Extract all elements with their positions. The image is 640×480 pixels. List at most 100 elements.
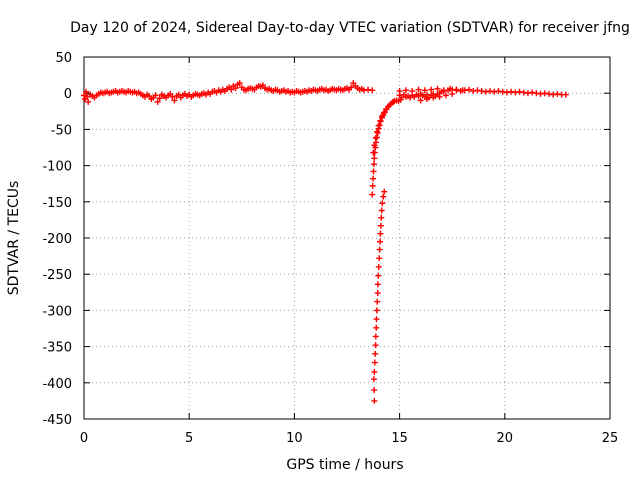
data-point <box>236 80 243 87</box>
data-point <box>421 87 428 94</box>
data-point <box>372 350 379 357</box>
data-point <box>369 191 376 198</box>
data-point <box>503 89 510 96</box>
data-point <box>375 263 382 270</box>
data-point <box>154 98 161 105</box>
data-point <box>376 255 383 262</box>
tick-labels: 0 5 10 15 20 25 50 0 -50 -100 -150 -200 -250 -300 -350… <box>42 51 618 446</box>
data-point <box>524 90 531 97</box>
data-point <box>545 90 552 97</box>
data-point <box>360 87 367 94</box>
data-point <box>371 368 378 375</box>
y-tick-label: -200 <box>42 232 72 247</box>
data-point <box>380 193 387 200</box>
data-point <box>461 87 468 94</box>
data-point <box>379 200 386 207</box>
y-tick-label: -350 <box>42 341 72 356</box>
data-point <box>417 97 424 104</box>
data-point <box>415 86 422 93</box>
y-tick-label: -50 <box>51 123 72 138</box>
data-point <box>428 86 435 93</box>
data-point <box>541 90 548 97</box>
data-point <box>370 376 377 383</box>
data-point <box>375 122 382 129</box>
data-point <box>449 86 456 93</box>
chart-title: Day 120 of 2024, Sidereal Day-to-day VTE… <box>70 20 630 36</box>
data-point <box>495 88 502 95</box>
data-point <box>409 88 416 95</box>
data-point <box>482 88 489 95</box>
data-point <box>374 128 381 135</box>
data-point <box>371 142 378 149</box>
data-point <box>390 98 397 105</box>
data-point <box>371 387 378 394</box>
data-point <box>81 92 87 99</box>
data-point <box>457 88 464 95</box>
data-point <box>373 134 380 141</box>
data-point <box>84 93 91 100</box>
data-point <box>376 246 383 253</box>
y-tick-label: -400 <box>42 377 72 392</box>
data-point <box>436 93 443 100</box>
data-point <box>512 89 519 96</box>
data-point <box>377 117 384 124</box>
axis-ticks <box>83 56 611 420</box>
x-tick-label: 0 <box>80 431 88 446</box>
data-point <box>478 88 485 95</box>
data-point <box>232 85 239 92</box>
data-point <box>562 91 569 98</box>
x-tick-label: 15 <box>391 431 408 446</box>
x-axis-label: GPS time / hours <box>286 457 403 473</box>
data-point <box>378 207 385 214</box>
data-point <box>373 316 380 323</box>
data-points <box>81 80 569 404</box>
data-point <box>371 359 378 366</box>
data-point <box>470 88 477 95</box>
data-point <box>369 87 376 94</box>
data-point <box>378 214 385 221</box>
data-point <box>520 89 527 96</box>
data-point <box>374 290 381 297</box>
data-point <box>85 98 92 105</box>
data-point <box>537 90 544 97</box>
y-tick-label: -100 <box>42 160 72 175</box>
y-tick-label: -300 <box>42 304 72 319</box>
x-tick-label: 25 <box>602 431 619 446</box>
x-tick-label: 20 <box>497 431 514 446</box>
data-point <box>377 238 384 245</box>
data-point <box>466 86 473 93</box>
y-tick-label: -250 <box>42 268 72 283</box>
data-point <box>487 88 494 95</box>
data-point <box>83 88 90 95</box>
data-point <box>373 324 380 331</box>
data-point <box>381 188 388 195</box>
data-point <box>423 95 430 102</box>
data-point <box>371 155 378 162</box>
data-point <box>372 333 379 340</box>
data-point <box>371 397 378 404</box>
data-point <box>379 113 386 120</box>
data-point <box>381 109 388 116</box>
data-point <box>440 88 447 95</box>
y-tick-label: -150 <box>42 196 72 211</box>
data-point <box>374 281 381 288</box>
data-point <box>171 97 178 104</box>
data-point <box>169 93 176 100</box>
data-point <box>533 90 540 97</box>
data-point <box>377 230 384 237</box>
x-tick-label: 5 <box>185 431 193 446</box>
data-point <box>156 95 163 102</box>
data-point <box>550 91 557 98</box>
data-point <box>442 92 449 99</box>
data-point <box>370 161 377 168</box>
data-point <box>434 85 441 92</box>
data-point <box>508 88 515 95</box>
data-point <box>474 87 481 94</box>
y-tick-label: -450 <box>42 413 72 428</box>
data-point <box>370 175 377 182</box>
data-point <box>372 135 379 142</box>
data-point <box>152 92 159 99</box>
plot-frame <box>83 56 611 420</box>
data-point <box>377 222 384 229</box>
data-point <box>370 168 377 175</box>
